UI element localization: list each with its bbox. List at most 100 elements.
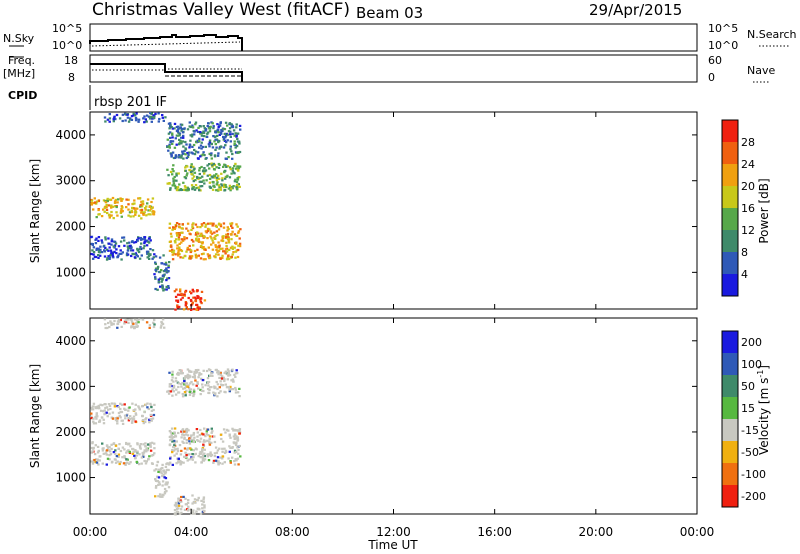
echo-cell bbox=[174, 154, 178, 157]
echo-cell bbox=[102, 199, 106, 202]
echo-cell bbox=[158, 483, 161, 486]
echo-cell bbox=[172, 390, 175, 393]
echo-cell bbox=[136, 450, 139, 453]
echo-cell bbox=[177, 236, 181, 239]
echo-cell bbox=[120, 205, 123, 208]
echo-cell bbox=[109, 249, 113, 252]
echo-cell bbox=[111, 417, 115, 420]
echo-cell bbox=[173, 439, 176, 442]
echo-cell bbox=[208, 435, 212, 438]
echo-cell bbox=[218, 244, 221, 247]
echo-cell bbox=[213, 385, 216, 388]
echo-cell bbox=[183, 293, 186, 296]
echo-cell bbox=[104, 120, 107, 123]
echo-cell bbox=[188, 390, 191, 393]
echo-cell bbox=[225, 235, 228, 239]
echo-cell bbox=[108, 257, 111, 260]
echo-cell bbox=[218, 386, 221, 389]
echo-cell bbox=[119, 402, 122, 405]
echo-cell bbox=[132, 415, 136, 418]
echo-cell bbox=[130, 254, 133, 258]
echo-cell bbox=[114, 242, 118, 245]
echo-cell bbox=[187, 377, 190, 380]
echo-cell bbox=[121, 419, 124, 422]
echo-cell bbox=[181, 433, 184, 436]
echo-cell bbox=[168, 182, 171, 185]
echo-cell bbox=[133, 457, 137, 460]
echo-cell bbox=[131, 252, 134, 255]
echo-cell bbox=[165, 288, 168, 291]
echo-cell bbox=[225, 141, 228, 144]
echo-cell bbox=[95, 237, 98, 240]
echo-cell bbox=[150, 409, 154, 412]
echo-cell bbox=[192, 431, 196, 435]
echo-cell bbox=[171, 370, 174, 373]
echo-cell bbox=[165, 285, 168, 288]
echo-cell bbox=[128, 406, 131, 409]
echo-cell bbox=[195, 371, 198, 374]
echo-cell bbox=[175, 507, 179, 511]
echo-cell bbox=[228, 248, 231, 251]
echo-cell bbox=[212, 184, 215, 187]
echo-cell bbox=[144, 403, 147, 406]
echo-cell bbox=[161, 480, 165, 483]
echo-cell bbox=[208, 443, 212, 446]
echo-cell bbox=[157, 278, 160, 281]
echo-cell bbox=[206, 125, 209, 128]
echo-cell bbox=[209, 230, 213, 233]
echo-cell bbox=[221, 179, 224, 182]
echo-cell bbox=[224, 383, 227, 386]
echo-cell bbox=[100, 215, 104, 218]
echo-cell bbox=[148, 257, 151, 260]
echo-cell bbox=[171, 440, 174, 443]
echo-cell bbox=[157, 112, 160, 115]
velocity-echo-layer bbox=[90, 318, 242, 516]
echo-cell bbox=[214, 392, 217, 395]
echo-cell bbox=[143, 115, 146, 118]
echo-cell bbox=[218, 140, 221, 143]
echo-cell bbox=[169, 122, 172, 125]
echo-cell bbox=[173, 127, 176, 130]
echo-cell bbox=[107, 249, 110, 252]
echo-cell bbox=[149, 417, 152, 421]
echo-cell bbox=[226, 165, 230, 168]
echo-cell bbox=[104, 246, 107, 249]
echo-cell bbox=[236, 391, 240, 394]
echo-cell bbox=[211, 239, 214, 242]
echo-cell bbox=[143, 459, 146, 463]
colorbar-segment bbox=[722, 120, 738, 143]
echo-cell bbox=[192, 392, 196, 396]
echo-cell bbox=[208, 127, 211, 130]
echo-cell bbox=[203, 458, 207, 461]
echo-cell bbox=[161, 116, 164, 119]
echo-cell bbox=[193, 130, 196, 133]
echo-cell bbox=[189, 250, 192, 254]
echo-cell bbox=[112, 120, 115, 123]
echo-cell bbox=[97, 254, 100, 257]
echo-cell bbox=[208, 145, 211, 148]
echo-cell bbox=[194, 452, 197, 455]
echo-cell bbox=[222, 165, 225, 168]
echo-cell bbox=[123, 407, 126, 410]
echo-cell bbox=[200, 147, 203, 150]
echo-cell bbox=[174, 241, 177, 244]
colorbar-frame bbox=[721, 119, 739, 297]
echo-cell bbox=[105, 203, 108, 207]
echo-cell bbox=[113, 319, 116, 323]
echo-cell bbox=[232, 441, 235, 444]
echo-cell bbox=[144, 208, 147, 211]
echo-cell bbox=[193, 153, 197, 156]
echo-cell bbox=[110, 210, 113, 214]
echo-cell bbox=[203, 172, 206, 175]
echo-cell bbox=[119, 240, 123, 243]
echo-cell bbox=[113, 458, 117, 461]
echo-cell bbox=[152, 413, 156, 417]
echo-cell bbox=[214, 446, 218, 449]
echo-cell bbox=[228, 184, 232, 187]
echo-cell bbox=[108, 256, 112, 259]
echo-cell bbox=[183, 383, 186, 386]
echo-cell bbox=[227, 372, 231, 375]
echo-cell bbox=[179, 382, 183, 386]
echo-cell bbox=[224, 157, 227, 160]
echo-cell bbox=[233, 180, 237, 183]
